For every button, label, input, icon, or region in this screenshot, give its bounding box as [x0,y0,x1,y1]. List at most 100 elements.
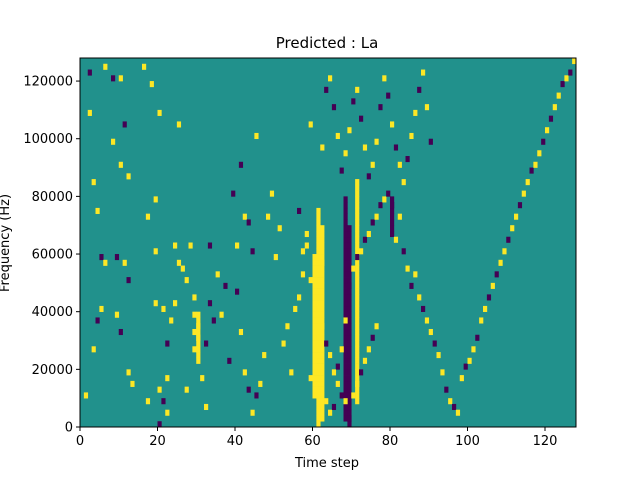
heatmap-cell [343,254,348,261]
x-tick-label: 100 [455,434,480,449]
heatmap-cell [440,369,445,376]
heatmap-cell [312,352,317,359]
heatmap-cell [343,196,348,203]
heatmap-cell [114,254,120,261]
heatmap-cell [196,352,201,359]
heatmap-cell [409,132,414,140]
heatmap-cell [320,265,325,272]
heatmap-cell [355,207,360,214]
heatmap-cell [343,305,348,312]
heatmap-cell [297,207,302,214]
heatmap-cell [552,104,557,111]
heatmap-cell [343,219,348,226]
heatmap-cell [355,311,360,318]
heatmap-cell [467,357,472,364]
heatmap-cell [192,294,197,301]
heatmap-cell [258,380,263,387]
heatmap-cell [196,328,201,336]
heatmap-cell [343,346,348,353]
heatmap-cell [173,242,178,249]
heatmap-cell [343,311,348,318]
heatmap-cell [238,161,244,168]
heatmap-cell [517,202,523,209]
heatmap-cell [424,104,430,111]
heatmap-cell [548,115,554,122]
heatmap-cell [312,323,317,330]
heatmap-cell [355,334,360,341]
heatmap-cell [343,282,348,289]
heatmap-cell [316,248,321,255]
heatmap-cell [421,69,426,76]
heatmap-cell [320,357,325,364]
heatmap-cell [316,363,321,370]
heatmap-cell [316,328,321,336]
heatmap-cell [486,294,492,301]
heatmap-cell [250,409,255,416]
heatmap-cell [91,179,96,186]
heatmap-cell [455,409,461,416]
heatmap-cell [320,317,325,324]
heatmap-cell [324,340,329,347]
heatmap-cell [293,305,298,312]
heatmap-cell [343,225,348,232]
heatmap-cell [362,357,368,364]
heatmap-cell [355,375,360,382]
heatmap-cell [436,352,441,359]
heatmap-cell [196,346,201,353]
heatmap-cell [347,294,352,301]
x-tick-label: 60 [304,434,321,449]
heatmap-cell [339,167,344,174]
heatmap-cell [320,294,325,301]
heatmap-cell [281,340,286,347]
heatmap-cell [312,294,317,301]
heatmap-cell [347,375,352,382]
heatmap-cell [316,207,321,214]
heatmap-cell [320,230,325,238]
heatmap-cell [312,363,317,370]
heatmap-cell [331,403,337,411]
heatmap-cell [370,334,375,341]
heatmap-cell [316,219,321,226]
heatmap-cell [320,380,325,387]
heatmap-cell [343,403,348,411]
heatmap-cell [506,236,511,243]
heatmap-cell [316,409,321,416]
heatmap-cell [347,248,352,255]
heatmap-cell [343,392,348,399]
heatmap-cell [537,150,542,157]
heatmap-cell [347,328,352,336]
heatmap-cell [335,132,340,140]
heatmap-cell [312,300,317,307]
heatmap-cell [347,271,352,278]
heatmap-cell [564,75,569,82]
heatmap-cell [343,236,348,243]
heatmap-cell [355,340,360,347]
heatmap-cell [347,288,352,295]
heatmap-cell [355,317,360,324]
heatmap-cell [382,196,387,203]
heatmap-cell [347,392,352,399]
heatmap-cell [347,282,352,289]
heatmap-cell [525,179,530,186]
heatmap-cell [413,109,418,116]
heatmap-cell [397,161,402,168]
heatmap-cell [285,323,290,330]
heatmap-cell [343,415,348,422]
heatmap-cell [355,230,360,238]
heatmap-cell [316,380,321,387]
heatmap-cell [320,340,325,347]
heatmap-cell [103,63,108,70]
heatmap-cell [308,121,313,128]
heatmap-cell [366,230,371,238]
heatmap-cell [448,398,453,405]
heatmap-cell [207,242,213,249]
x-axis: 0 20 40 60 80 100 120 [76,427,557,449]
heatmap-cell [320,305,325,312]
heatmap-cell [355,236,360,243]
heatmap-cell [397,213,402,220]
heatmap-cell [343,202,348,209]
heatmap-cell [238,328,244,336]
heatmap-cell [316,392,321,399]
heatmap-cell [355,346,360,353]
heatmap-cell [312,369,317,376]
